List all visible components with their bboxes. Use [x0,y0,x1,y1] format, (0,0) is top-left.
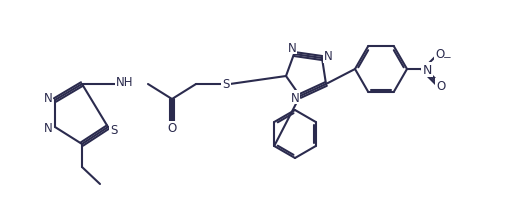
Text: O: O [167,122,177,135]
Text: O: O [436,79,445,92]
Text: O: O [435,47,444,60]
Text: N: N [422,63,432,76]
Text: NH: NH [116,76,134,89]
Text: N: N [323,50,332,63]
Text: N: N [290,91,299,104]
Text: S: S [110,123,118,136]
Text: N: N [44,92,53,105]
Text: S: S [222,78,230,91]
Text: N: N [287,41,296,54]
Text: −: − [442,53,451,63]
Text: N: N [44,121,53,134]
